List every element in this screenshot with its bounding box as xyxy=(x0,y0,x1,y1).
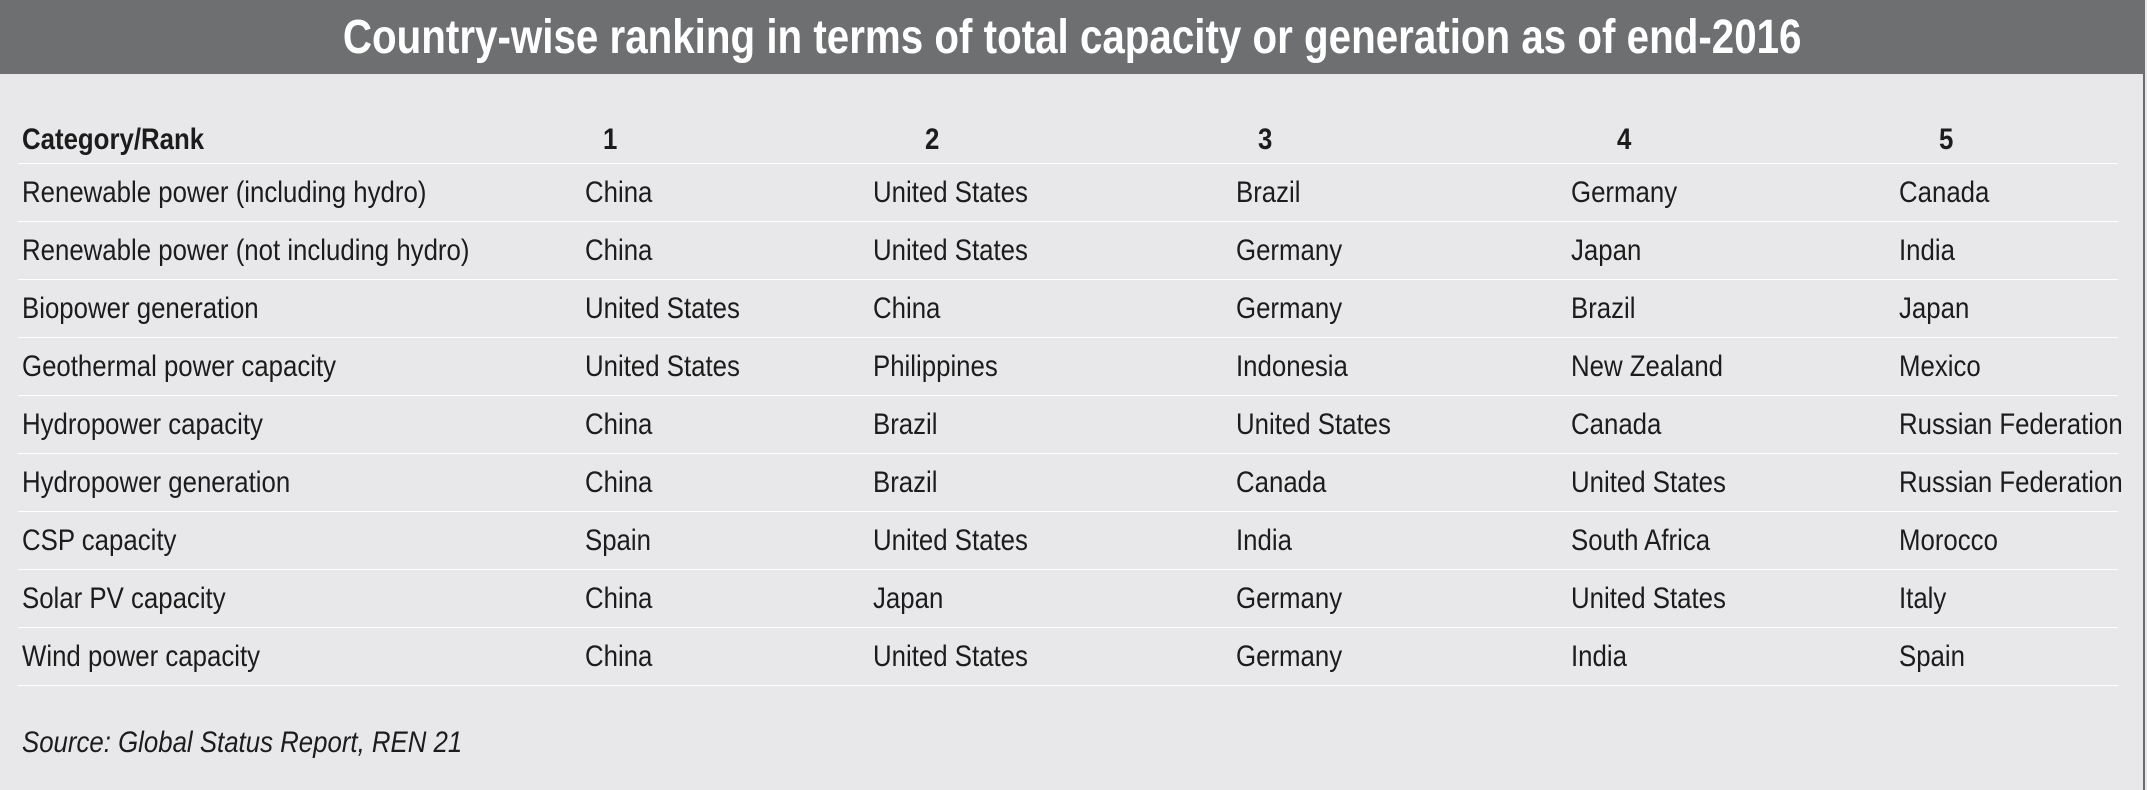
rank-5-cell: Morocco xyxy=(1895,511,2118,570)
rank-5-cell: India xyxy=(1895,221,2118,280)
column-header-rank-3: 3 xyxy=(1232,117,1567,164)
column-header-rank-2: 2 xyxy=(869,117,1232,164)
rank-5-cell: Mexico xyxy=(1895,337,2118,396)
rank-1-cell: China xyxy=(581,221,869,280)
rank-3-cell: Germany xyxy=(1232,221,1567,280)
row-category: Renewable power (not including hydro) xyxy=(18,221,581,280)
row-category: Solar PV capacity xyxy=(18,569,581,628)
rank-2-cell: China xyxy=(869,279,1232,338)
rank-1-cell: China xyxy=(581,627,869,686)
column-header-rank-4: 4 xyxy=(1567,117,1895,164)
row-category: Biopower generation xyxy=(18,279,581,338)
rank-3-cell: India xyxy=(1232,511,1567,570)
table-row: CSP capacity Spain United States India S… xyxy=(18,511,2118,570)
rank-5-cell: Japan xyxy=(1895,279,2118,338)
title-bar: Country-wise ranking in terms of total c… xyxy=(0,0,2145,74)
rank-1-cell: China xyxy=(581,453,869,512)
rank-1-cell: China xyxy=(581,569,869,628)
rank-1-cell: United States xyxy=(581,337,869,396)
column-header-rank-1: 1 xyxy=(581,117,869,164)
rank-2-cell: United States xyxy=(869,511,1232,570)
source-note: Source: Global Status Report, REN 21 xyxy=(22,726,463,759)
rank-2-cell: Philippines xyxy=(869,337,1232,396)
rank-3-cell: United States xyxy=(1232,395,1567,454)
rank-4-cell: Germany xyxy=(1567,163,1895,222)
rank-3-cell: Germany xyxy=(1232,279,1567,338)
row-category: Hydropower generation xyxy=(18,453,581,512)
row-category: Wind power capacity xyxy=(18,627,581,686)
ranking-table: Category/Rank 1 2 3 4 5 Renewable power … xyxy=(18,117,2123,686)
table-row: Renewable power (including hydro) China … xyxy=(18,163,2118,222)
rank-4-cell: Japan xyxy=(1567,221,1895,280)
table-row: Hydropower generation China Brazil Canad… xyxy=(18,453,2123,512)
rank-2-cell: United States xyxy=(869,163,1232,222)
rank-4-cell: India xyxy=(1567,627,1895,686)
rank-3-cell: Canada xyxy=(1232,453,1567,512)
rank-5-cell: Spain xyxy=(1895,627,2118,686)
rank-5-cell: Russian Federation xyxy=(1895,395,2123,454)
table-row: Renewable power (not including hydro) Ch… xyxy=(18,221,2118,280)
rank-1-cell: Spain xyxy=(581,511,869,570)
rank-4-cell: New Zealand xyxy=(1567,337,1895,396)
rank-3-cell: Indonesia xyxy=(1232,337,1567,396)
column-header-category: Category/Rank xyxy=(18,117,581,164)
rank-5-cell: Canada xyxy=(1895,163,2118,222)
row-category: Geothermal power capacity xyxy=(18,337,581,396)
rank-5-cell: Russian Federation xyxy=(1895,453,2123,512)
rank-2-cell: Brazil xyxy=(869,395,1232,454)
rank-1-cell: United States xyxy=(581,279,869,338)
table-row: Wind power capacity China United States … xyxy=(18,627,2118,686)
table-row: Solar PV capacity China Japan Germany Un… xyxy=(18,569,2118,628)
rank-3-cell: Brazil xyxy=(1232,163,1567,222)
table-row: Biopower generation United States China … xyxy=(18,279,2118,338)
page-title: Country-wise ranking in terms of total c… xyxy=(343,10,1802,64)
table-header-row: Category/Rank 1 2 3 4 5 xyxy=(18,117,2118,164)
rank-2-cell: Brazil xyxy=(869,453,1232,512)
rank-4-cell: United States xyxy=(1567,453,1895,512)
rank-2-cell: United States xyxy=(869,627,1232,686)
rank-5-cell: Italy xyxy=(1895,569,2118,628)
rank-3-cell: Germany xyxy=(1232,569,1567,628)
rank-4-cell: Canada xyxy=(1567,395,1895,454)
rank-2-cell: Japan xyxy=(869,569,1232,628)
rank-3-cell: Germany xyxy=(1232,627,1567,686)
rank-4-cell: South Africa xyxy=(1567,511,1895,570)
row-category: CSP capacity xyxy=(18,511,581,570)
column-header-rank-5: 5 xyxy=(1895,117,2118,164)
row-category: Hydropower capacity xyxy=(18,395,581,454)
rank-1-cell: China xyxy=(581,395,869,454)
rank-1-cell: China xyxy=(581,163,869,222)
rank-4-cell: United States xyxy=(1567,569,1895,628)
table-row: Hydropower capacity China Brazil United … xyxy=(18,395,2123,454)
rank-2-cell: United States xyxy=(869,221,1232,280)
rank-4-cell: Brazil xyxy=(1567,279,1895,338)
table-row: Geothermal power capacity United States … xyxy=(18,337,2118,396)
row-category: Renewable power (including hydro) xyxy=(18,163,581,222)
